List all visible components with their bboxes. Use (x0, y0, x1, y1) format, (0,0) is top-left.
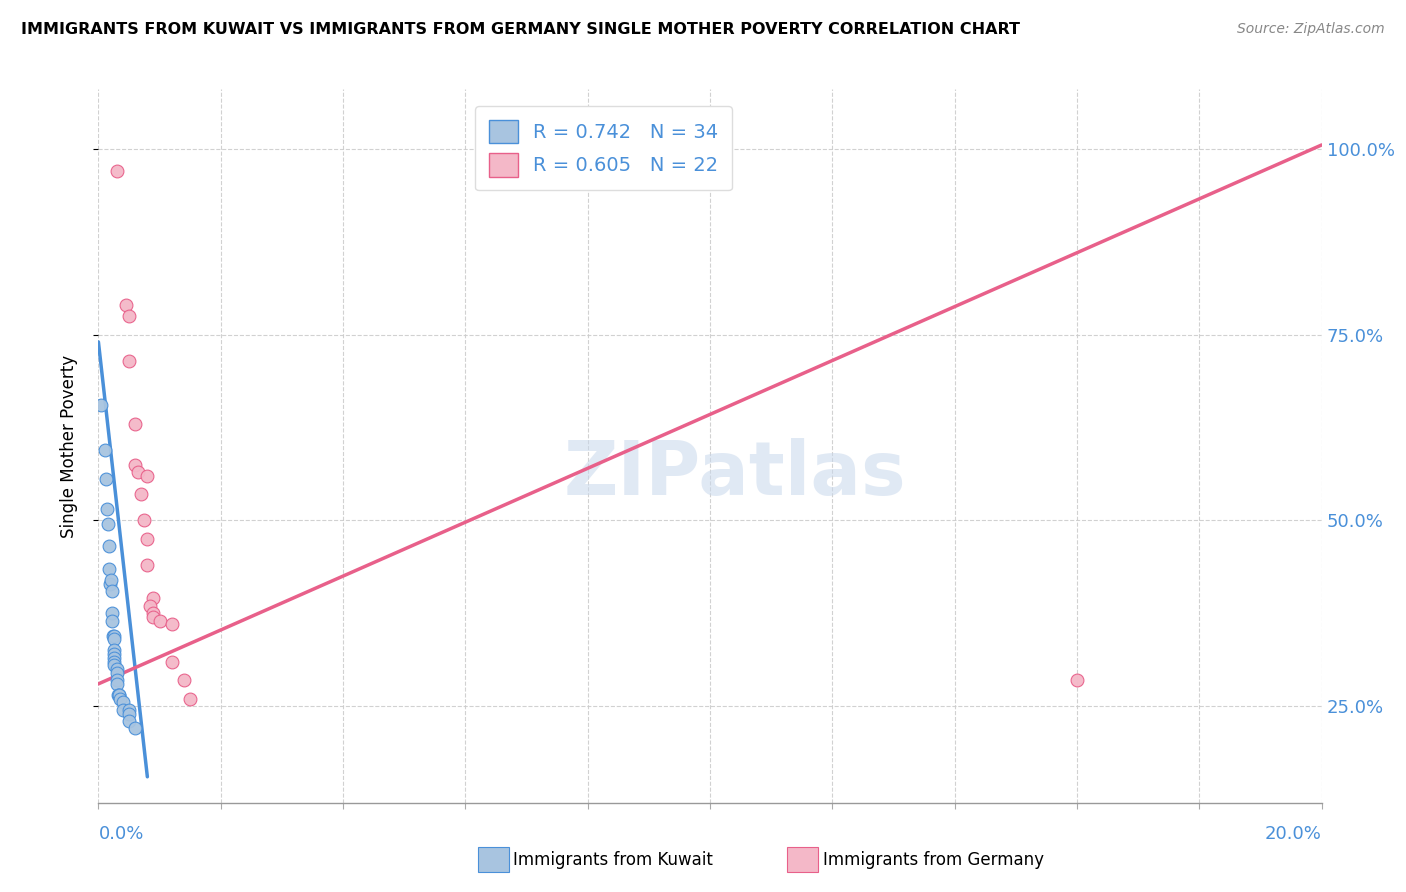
Point (111, 696, 134, 710)
Point (98, 576, 121, 591)
Point (101, 583, 124, 598)
Point (118, 706, 141, 721)
Point (173, 673, 195, 688)
Point (136, 468, 159, 483)
Point (98, 562, 121, 576)
Point (105, 677, 128, 691)
Point (136, 558, 159, 572)
Point (108, 688, 131, 702)
Text: 0.0%: 0.0% (98, 825, 143, 843)
Point (136, 532, 159, 546)
Point (118, 714, 141, 728)
Legend: R = 0.742   N = 34, R = 0.605   N = 22: R = 0.742 N = 34, R = 0.605 N = 22 (475, 106, 733, 191)
Point (118, 309, 141, 323)
Point (118, 703, 141, 717)
Text: 20.0%: 20.0% (1265, 825, 1322, 843)
Point (160, 617, 183, 632)
Point (96, 473, 118, 487)
Text: Immigrants from Kuwait: Immigrants from Kuwait (513, 851, 713, 869)
Point (97, 517, 120, 532)
Point (105, 665, 128, 680)
Point (142, 607, 165, 621)
Point (105, 164, 128, 178)
Point (111, 703, 134, 717)
Text: Immigrants from Germany: Immigrants from Germany (823, 851, 1043, 869)
Point (105, 662, 128, 676)
Point (103, 647, 125, 661)
Point (103, 629, 125, 643)
Point (101, 607, 124, 621)
Point (149, 614, 172, 628)
Point (107, 688, 129, 702)
Point (160, 655, 183, 669)
Text: ZIPatlas: ZIPatlas (564, 438, 905, 511)
Point (142, 591, 165, 606)
Point (108, 691, 131, 706)
Point (105, 673, 128, 688)
Point (139, 599, 162, 613)
Point (100, 573, 122, 587)
Point (103, 658, 125, 673)
Point (101, 629, 124, 643)
Point (93, 442, 115, 457)
Point (134, 513, 156, 527)
Text: Source: ZipAtlas.com: Source: ZipAtlas.com (1237, 22, 1385, 37)
Point (101, 614, 124, 628)
Point (1066, 673, 1088, 688)
Point (129, 487, 152, 501)
Point (97, 539, 120, 553)
Text: IMMIGRANTS FROM KUWAIT VS IMMIGRANTS FROM GERMANY SINGLE MOTHER POVERTY CORRELAT: IMMIGRANTS FROM KUWAIT VS IMMIGRANTS FRO… (21, 22, 1021, 37)
Point (103, 651, 125, 665)
Point (179, 691, 201, 706)
Point (127, 465, 149, 479)
Y-axis label: Single Mother Poverty: Single Mother Poverty (59, 354, 77, 538)
Point (103, 643, 125, 657)
Point (142, 610, 165, 624)
Point (124, 417, 146, 431)
Point (103, 655, 125, 669)
Point (107, 688, 129, 702)
Point (96, 502, 118, 516)
Point (124, 458, 146, 472)
Point (90, 398, 112, 412)
Point (118, 353, 141, 368)
Point (115, 298, 138, 312)
Point (124, 722, 146, 736)
Point (103, 632, 125, 647)
